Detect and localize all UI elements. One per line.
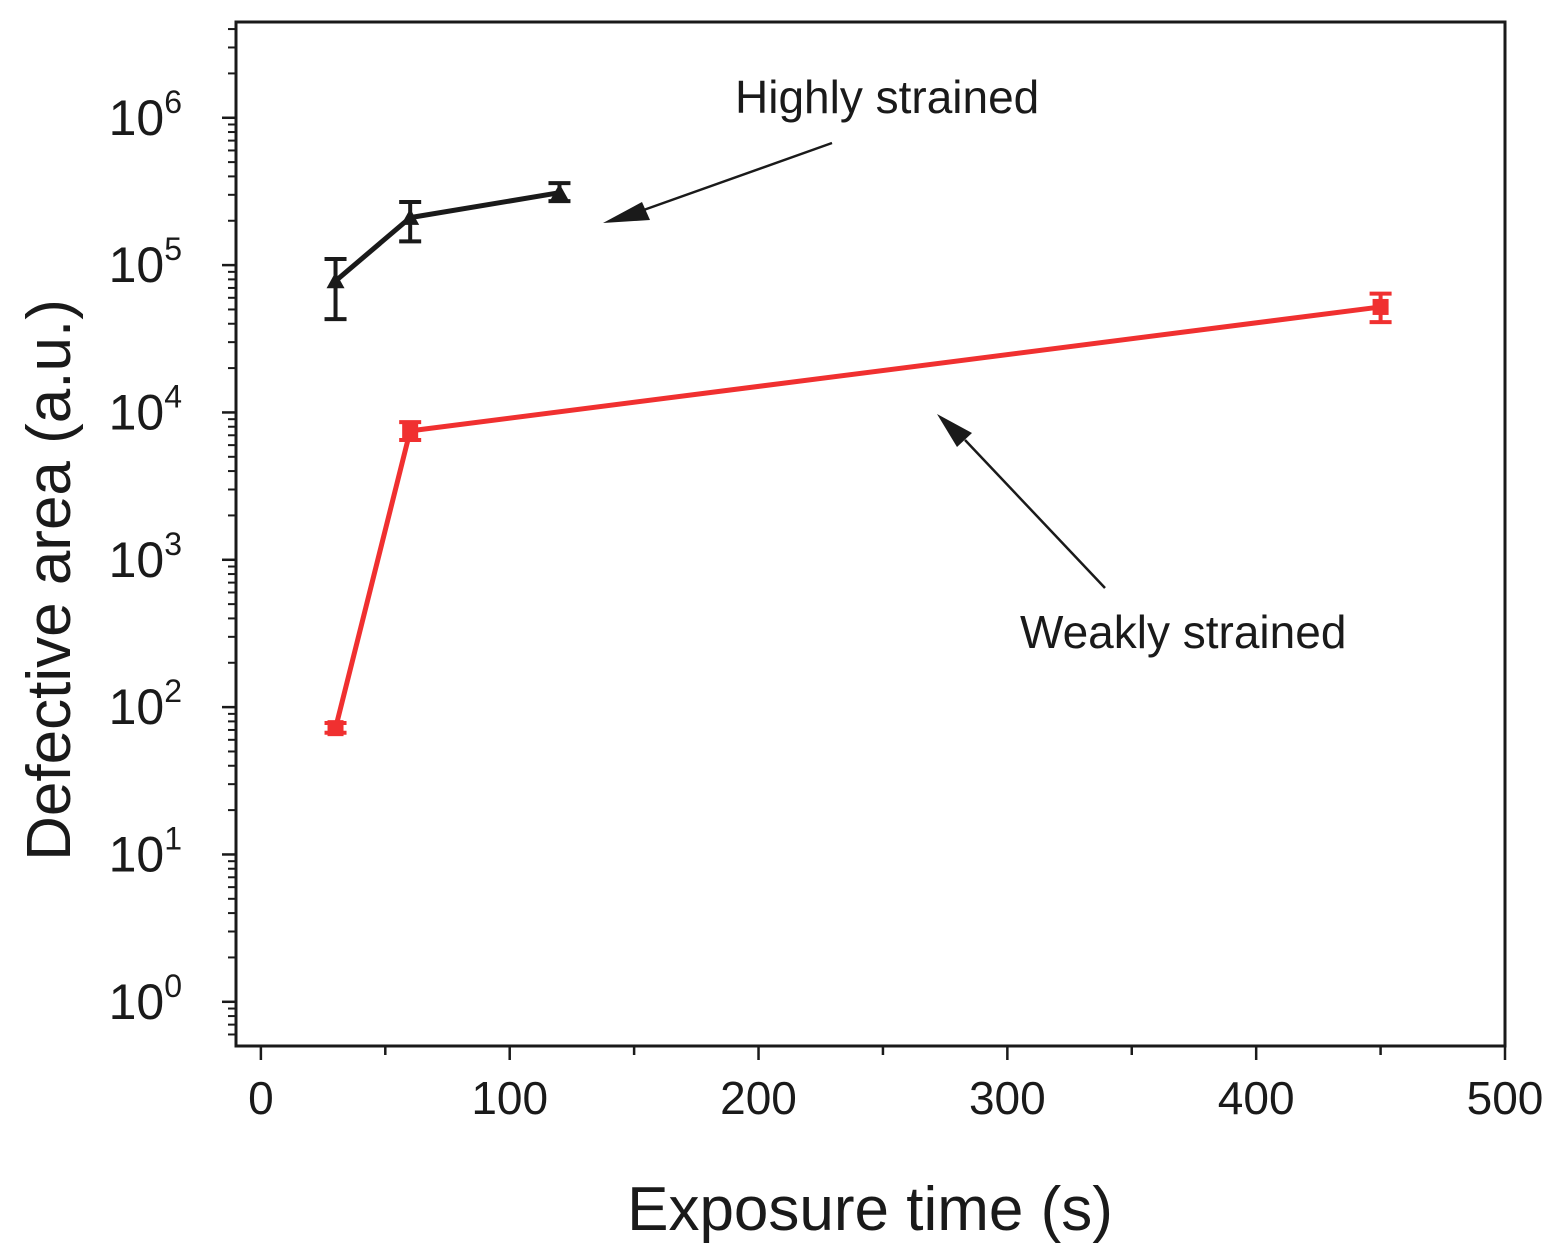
data-point-highly-strained (550, 183, 569, 200)
arrow-weakly-strained-shaft (964, 439, 1106, 589)
y-minor-ticks (228, 28, 236, 1036)
y-tick-label: 105 (109, 231, 182, 293)
annotation-layer: Highly strained Weakly strained (603, 71, 1346, 658)
arrow-highly-strained-shaft (637, 141, 833, 214)
y-tick-labels: 100 101 102 103 104 105 106 (109, 84, 182, 1030)
y-major-ticks (222, 116, 236, 1004)
annotation-weakly-strained: Weakly strained (1020, 606, 1346, 658)
x-tick-label: 300 (969, 1072, 1046, 1124)
annotation-highly-strained: Highly strained (735, 71, 1039, 123)
x-axis-label: Exposure time (s) (627, 1175, 1113, 1244)
x-tick-label: 0 (248, 1072, 274, 1124)
x-tick-labels: 0 100 200 300 400 500 (248, 1072, 1543, 1124)
y-tick-label: 102 (109, 673, 182, 735)
data-point-weakly-strained (1372, 298, 1389, 315)
y-tick-label: 106 (109, 84, 182, 146)
x-tick-label: 200 (720, 1072, 797, 1124)
y-axis-label: Defective area (a.u.) (15, 299, 84, 861)
x-tick-label: 400 (1218, 1072, 1295, 1124)
series-line-weakly-strained (333, 304, 1381, 729)
arrow-highly-strained-head (603, 202, 650, 223)
series-line-highly-strained (333, 190, 560, 283)
x-tick-label: 500 (1467, 1072, 1544, 1124)
series-layer (324, 181, 1392, 737)
arrow-weakly-strained-head (937, 414, 972, 447)
data-point-highly-strained (401, 208, 420, 225)
y-tick-label: 101 (109, 820, 182, 882)
x-tick-label: 100 (471, 1072, 548, 1124)
y-tick-label: 100 (109, 968, 182, 1030)
y-tick-label: 104 (109, 378, 182, 440)
y-tick-label: 103 (109, 526, 182, 588)
data-point-weakly-strained (402, 422, 419, 439)
data-point-highly-strained (326, 272, 345, 289)
data-point-weakly-strained (327, 720, 344, 737)
x-ticks (259, 1046, 1507, 1060)
plot-frame (234, 20, 1507, 1048)
